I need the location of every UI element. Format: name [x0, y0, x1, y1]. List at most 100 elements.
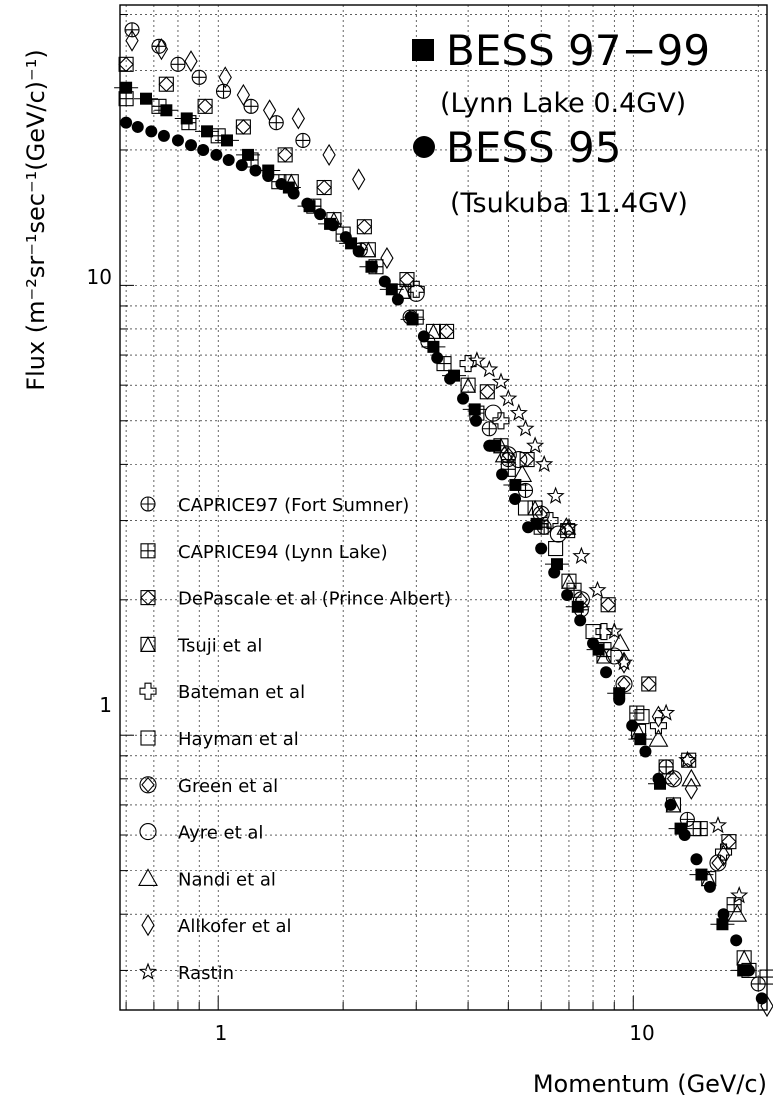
filled-circle-point [171, 134, 184, 147]
open-triangle-legend-icon [138, 868, 158, 886]
square-plus-legend-icon [140, 543, 156, 559]
square-diamond-legend-icon [140, 589, 156, 606]
open-square-point [741, 962, 757, 978]
open-diamond-point [760, 994, 773, 1018]
square-plus-point [759, 969, 773, 985]
open-star-point [678, 750, 697, 768]
open-diamond-point [617, 651, 631, 674]
filled-square-point [214, 134, 239, 147]
open-diamond-point [262, 99, 277, 122]
circle-plus-point [243, 98, 259, 114]
filled-circle-point [690, 853, 703, 866]
filled-circle-point [326, 219, 339, 232]
filled-circle-point [730, 934, 743, 947]
open-circle-point [510, 451, 528, 469]
open-diamond-point [684, 777, 698, 800]
open-star-point [491, 372, 511, 390]
open-diamond-point [154, 38, 169, 61]
open-star-point [509, 403, 528, 421]
filled-circle-point [742, 964, 755, 977]
open-star-point [516, 419, 535, 437]
filled-square-point [503, 478, 528, 491]
filled-circle-point [352, 245, 365, 258]
filled-circle-point [755, 992, 768, 1005]
square-triangle-point [395, 283, 412, 299]
square-plus-point [629, 705, 645, 721]
x-axis-title: Momentum (GeV/c) [533, 1070, 767, 1098]
filled-circle-point [509, 493, 522, 506]
open-diamond-point [352, 168, 366, 191]
square-triangle-point [561, 572, 577, 589]
square-plus-point [335, 226, 351, 242]
circle-diamond-legend-icon [139, 776, 157, 794]
filled-circle-point [287, 187, 300, 200]
filled-circle-point [185, 139, 198, 152]
legend-label: Rastin [178, 963, 234, 984]
open-cross-point [459, 355, 477, 373]
open-star-legend-icon [138, 962, 158, 980]
bess-annotation: BESS 97−99 (Lynn Lake 0.4GV) BESS 95 (Ts… [412, 26, 710, 219]
bess9799-site-label: (Lynn Lake 0.4GV) [440, 88, 686, 119]
open-circle-point [407, 284, 425, 302]
plot-frame [119, 4, 768, 1011]
legend-label: Bateman et al [178, 682, 305, 703]
filled-circle-point [157, 129, 170, 142]
open-star-point [535, 454, 554, 473]
square-triangle-legend-icon [140, 636, 156, 652]
square-diamond-point [235, 119, 252, 135]
open-triangle-point [610, 633, 631, 651]
legend-label: Hayman et al [178, 729, 299, 750]
open-star-point [614, 653, 634, 671]
filled-circle-point [703, 880, 716, 893]
filled-circle-point [574, 614, 587, 627]
square-plus-point [210, 128, 226, 144]
open-cross-legend-icon [139, 682, 157, 700]
filled-circle-point [249, 164, 262, 177]
open-diamond-legend-icon [141, 914, 155, 937]
open-square-point [634, 709, 650, 725]
open-triangle-point [681, 768, 702, 787]
open-circle-point [484, 404, 502, 422]
legend-label: Ayre et al [178, 823, 263, 844]
filled-circle-point [678, 829, 691, 842]
legend-label: Nandi et al [178, 869, 276, 890]
circle-plus-point [151, 38, 167, 54]
filled-circle-point [314, 208, 327, 221]
open-cross-point [649, 717, 668, 735]
filled-square-point [236, 148, 261, 161]
filled-circle-point [717, 908, 730, 921]
open-diamond-point [218, 66, 232, 89]
filled-circle-point [496, 468, 509, 481]
filled-circle-point [639, 745, 652, 758]
filled-circle-point [470, 414, 483, 427]
circle-plus-point [268, 115, 284, 131]
circle-plus-legend-icon [140, 496, 156, 512]
square-triangle-point [665, 796, 682, 813]
legend-label: Tsuji et al [177, 635, 262, 656]
filled-circle-point [652, 772, 665, 785]
open-square-point [517, 500, 534, 516]
filled-square-point [421, 340, 446, 353]
square-plus-point [368, 259, 384, 275]
legend-item: Bateman et al [139, 682, 305, 703]
filled-circle-point [457, 392, 470, 405]
data-series [114, 22, 773, 1018]
square-plus-point [271, 174, 287, 190]
square-triangle-point [596, 647, 612, 664]
square-plus-point [658, 759, 674, 775]
filled-circle-point [613, 693, 626, 706]
circle-diamond-point [615, 675, 633, 693]
square-diamond-point [118, 56, 134, 73]
square-diamond-point [399, 271, 415, 288]
circle-diamond-point [572, 591, 590, 609]
bess95-label: BESS 95 [446, 123, 621, 172]
axis-ticks [120, 14, 759, 1010]
filled-square-point [134, 92, 159, 105]
legend-item: Rastin [138, 962, 234, 984]
circle-plus-point [481, 421, 497, 437]
open-square-legend-icon [140, 730, 156, 746]
filled-circle-point [587, 637, 600, 650]
legend-label: CAPRICE94 (Lynn Lake) [178, 542, 388, 563]
open-triangle-point [556, 517, 577, 535]
